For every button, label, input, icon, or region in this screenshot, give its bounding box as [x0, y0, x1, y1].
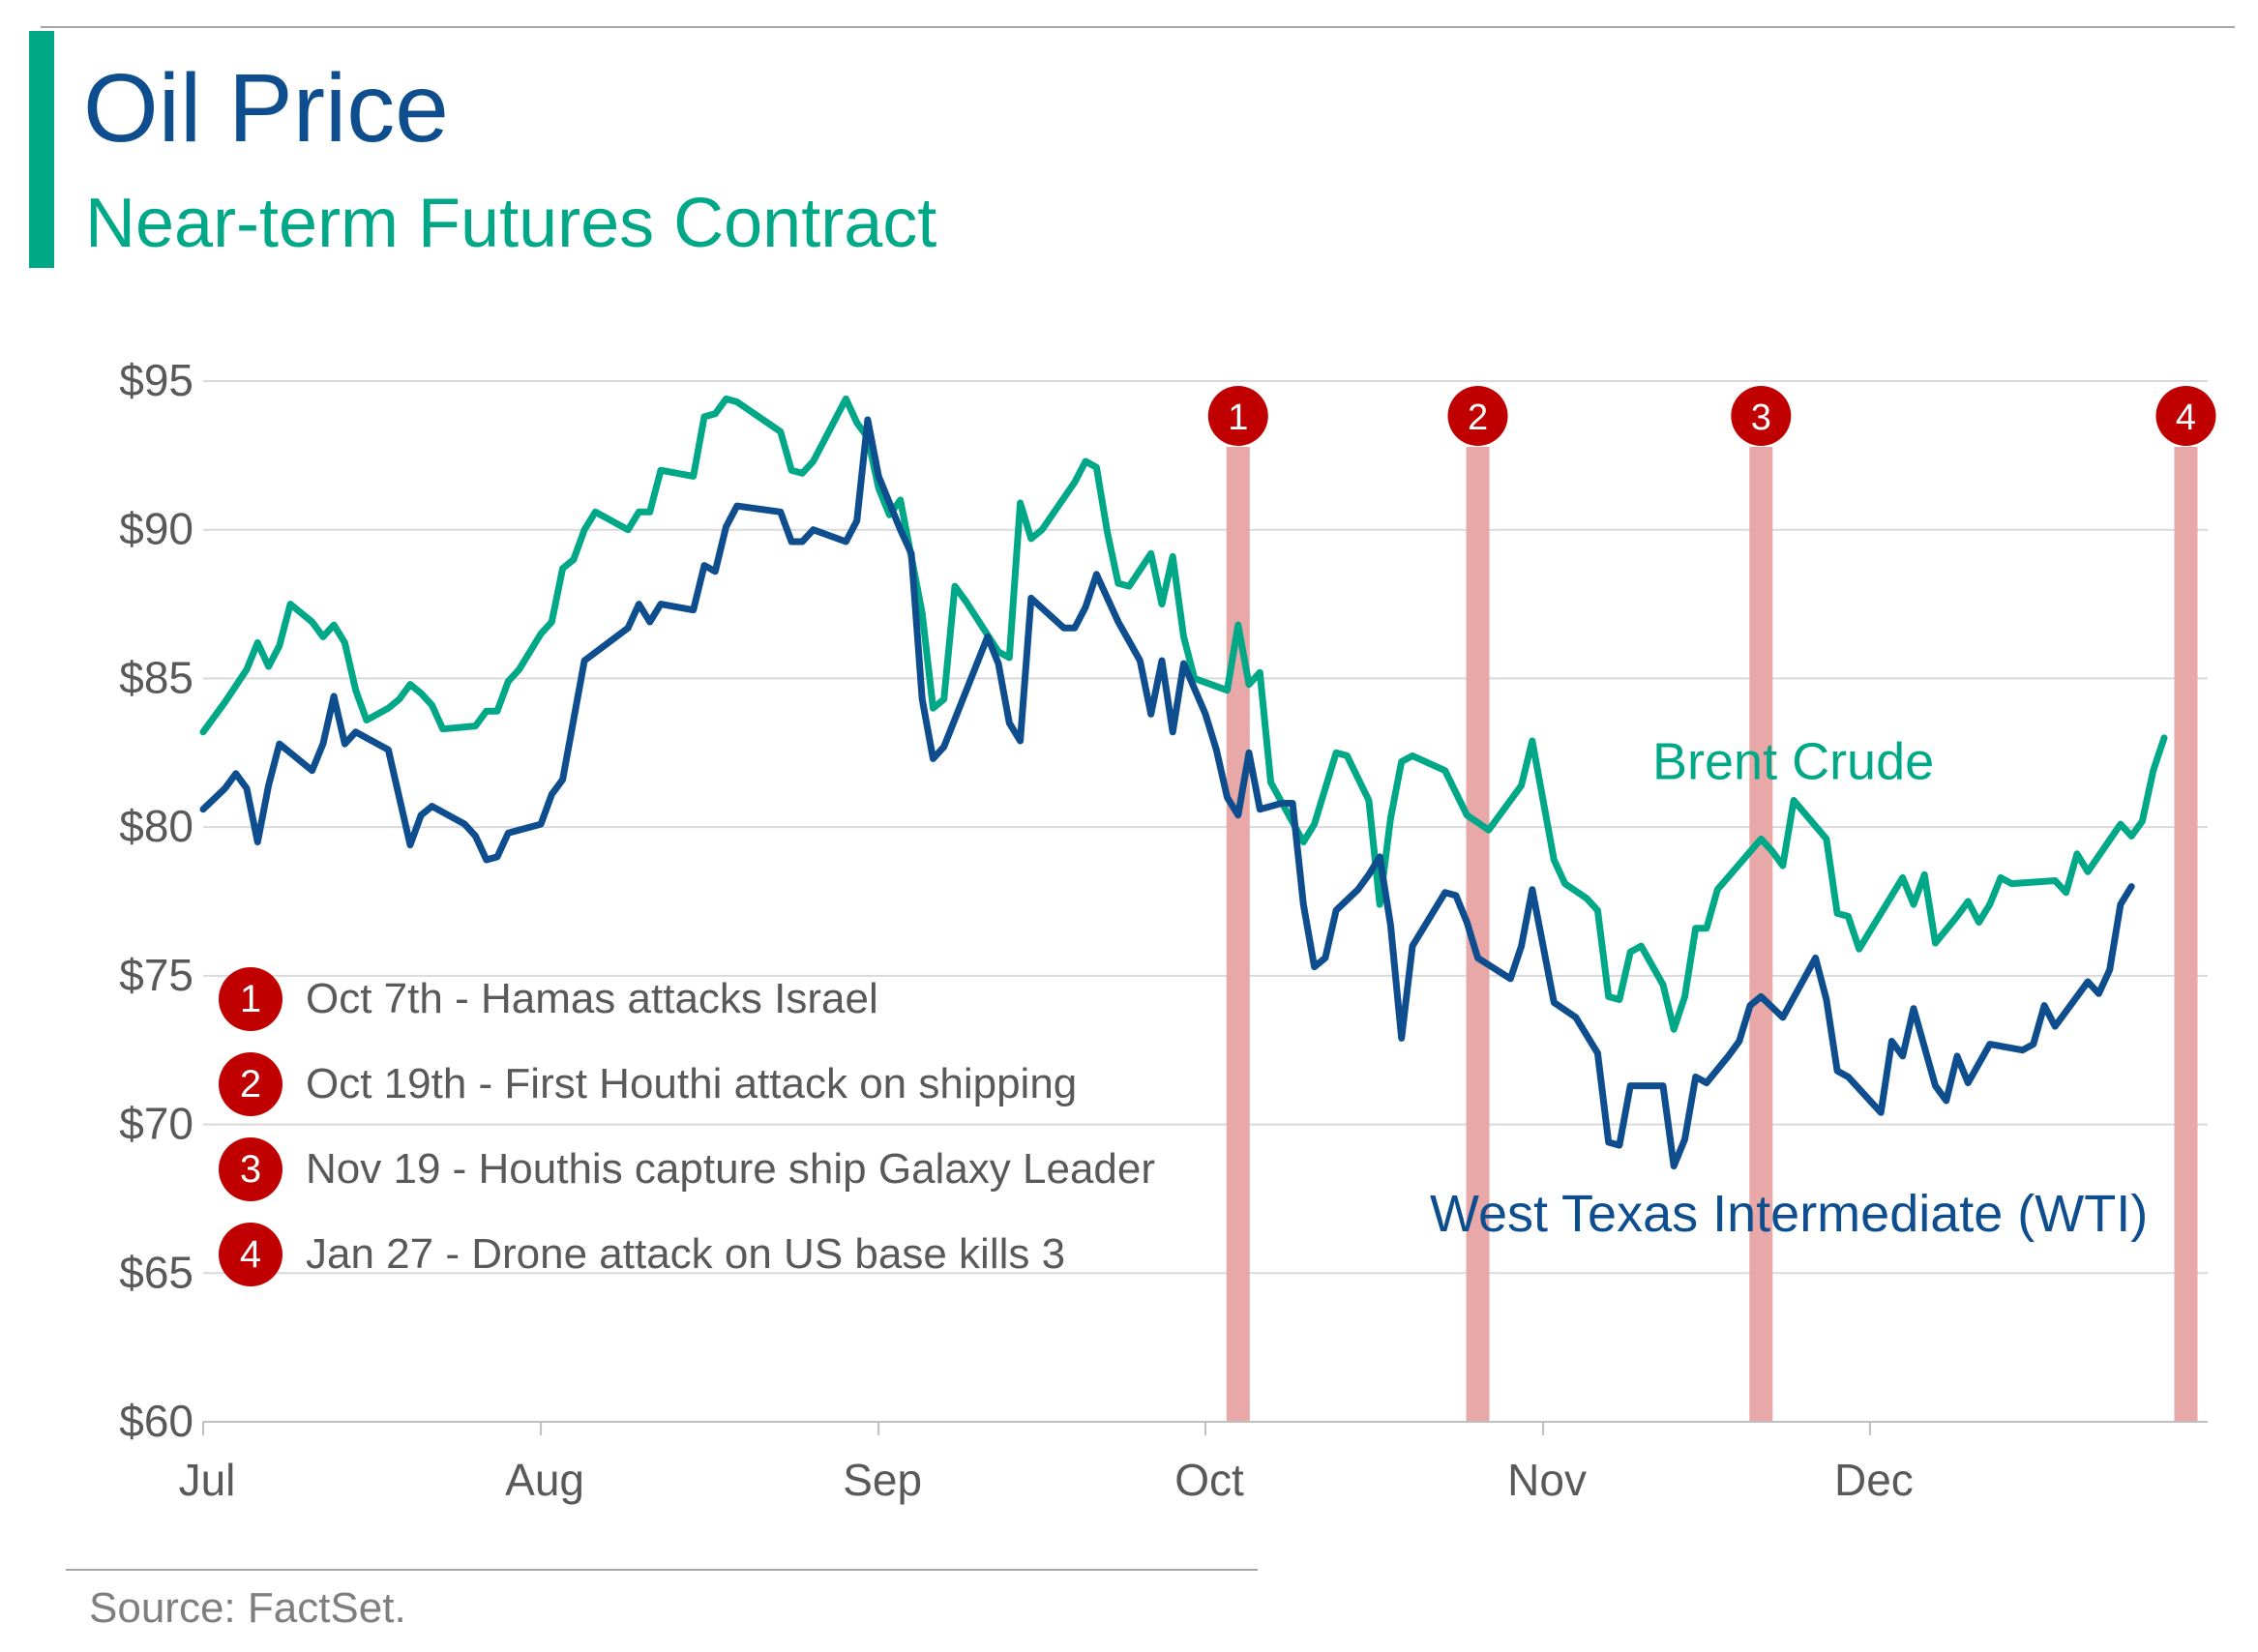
chart-subtitle: Near-term Futures Contract: [85, 185, 937, 262]
event-badge-circle: [1447, 386, 1508, 446]
title-accent-bar: [29, 31, 54, 268]
event-band: [1749, 447, 1773, 1422]
event-badges: 1 2 3 4: [1207, 386, 2216, 446]
event-number-badge: 3: [219, 1137, 282, 1201]
event-badge-circle: [1731, 386, 1792, 446]
axes: $60 $65 $70 $75 $80 $85 $90 $95 Jul Aug Sep Oct Nov D…: [119, 355, 2208, 1505]
x-tick-label: Jul: [179, 1455, 236, 1505]
event-legend-item: 1 Oct 7th - Hamas attacks Israel: [219, 967, 1283, 1031]
event-band: [1226, 447, 1250, 1422]
event-number-badge: 2: [219, 1052, 282, 1116]
event-number-badge: 1: [219, 967, 282, 1031]
y-tick-label: $85: [119, 652, 193, 702]
top-divider: [41, 26, 2235, 28]
y-tick-label: $70: [119, 1099, 193, 1149]
event-badge-circle: [1207, 386, 1268, 446]
wti-label: West Texas Intermediate (WTI): [1430, 1185, 2148, 1243]
chart-title: Oil Price: [83, 54, 449, 162]
x-tick-label: Oct: [1174, 1455, 1244, 1505]
brent-crude-label: Brent Crude: [1652, 733, 1934, 791]
event-badge-circle: [2155, 386, 2216, 446]
event-description: Jan 27 - Drone attack on US base kills 3: [306, 1230, 1066, 1278]
event-legend-item: 4 Jan 27 - Drone attack on US base kills…: [219, 1223, 1283, 1286]
wti-line: [199, 416, 2135, 1170]
event-bands: [1226, 447, 2198, 1422]
event-badge-number: 1: [1228, 398, 1248, 438]
x-tick-label: Aug: [505, 1455, 584, 1505]
event-number-badge: 4: [219, 1223, 282, 1286]
y-tick-label: $80: [119, 801, 193, 851]
y-tick-label: $65: [119, 1247, 193, 1297]
source-note: Source: FactSet.: [89, 1584, 406, 1632]
event-badge-number: 2: [1468, 398, 1488, 438]
y-tick-label: $90: [119, 504, 193, 554]
series-lines: [199, 395, 2168, 1170]
event-legend-item: 3 Nov 19 - Houthis capture ship Galaxy L…: [219, 1137, 1283, 1201]
y-tick-label: $95: [119, 355, 193, 405]
event-band: [2174, 447, 2198, 1422]
series-labels: Brent Crude West Texas Intermediate (WTI): [1430, 733, 2148, 1243]
x-tick-label: Dec: [1834, 1455, 1914, 1505]
event-description: Oct 7th - Hamas attacks Israel: [306, 975, 878, 1022]
event-badge-number: 3: [1751, 398, 1771, 438]
event-description: Nov 19 - Houthis capture ship Galaxy Lea…: [306, 1145, 1156, 1193]
y-tick-label: $75: [119, 950, 193, 1000]
event-badge-number: 4: [2176, 398, 2196, 438]
event-description: Oct 19th - First Houthi attack on shippi…: [306, 1060, 1078, 1107]
source-divider: [66, 1569, 1258, 1571]
x-tick-label: Nov: [1507, 1455, 1587, 1505]
y-tick-label: $60: [119, 1396, 193, 1446]
event-legend-item: 2 Oct 19th - First Houthi attack on ship…: [219, 1052, 1283, 1116]
x-tick-label: Sep: [843, 1455, 922, 1505]
brent-crude-line: [199, 395, 2168, 1033]
